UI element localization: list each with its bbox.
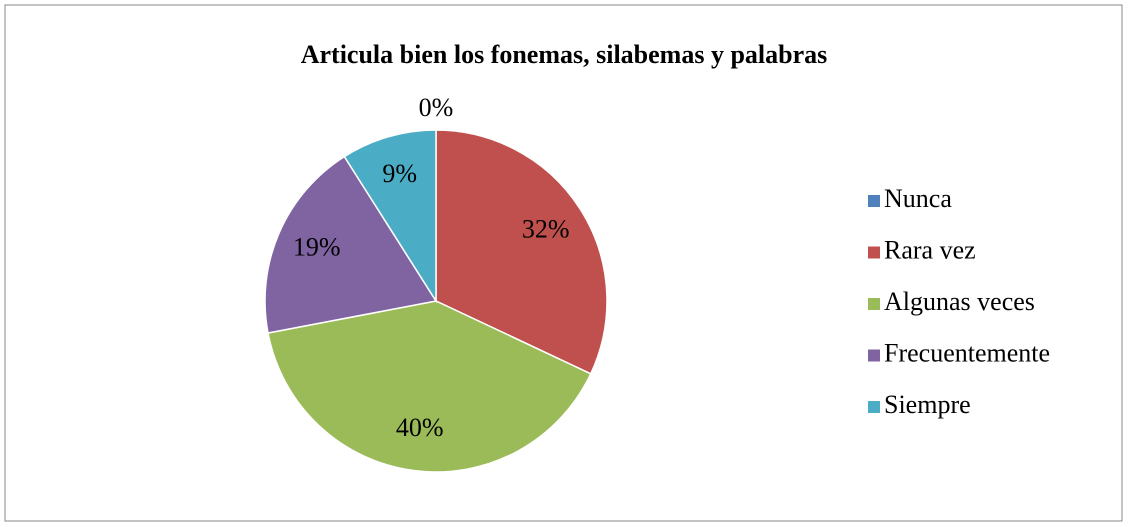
data-label: 9%	[382, 159, 417, 188]
legend-label: Nunca	[884, 184, 952, 213]
legend-label: Algunas veces	[884, 287, 1035, 316]
legend-swatch	[868, 298, 880, 310]
legend-swatch	[868, 195, 880, 207]
data-label: 32%	[522, 214, 570, 243]
chart-title: Articula bien los fonemas, silabemas y p…	[301, 40, 828, 69]
legend-label: Frecuentemente	[884, 338, 1050, 367]
pie-slice	[264, 155, 438, 334]
legend-label: Rara vez	[884, 235, 976, 264]
pie-slice	[267, 300, 592, 473]
legend-swatch	[868, 401, 880, 413]
legend-label: Siempre	[884, 390, 971, 419]
data-label: 40%	[396, 413, 444, 442]
pie-slice	[343, 129, 437, 304]
data-label: 0%	[419, 93, 454, 122]
legend-swatch	[868, 246, 880, 259]
pie-slice	[435, 129, 608, 375]
legend-swatch	[868, 349, 880, 362]
data-label: 19%	[293, 232, 341, 261]
